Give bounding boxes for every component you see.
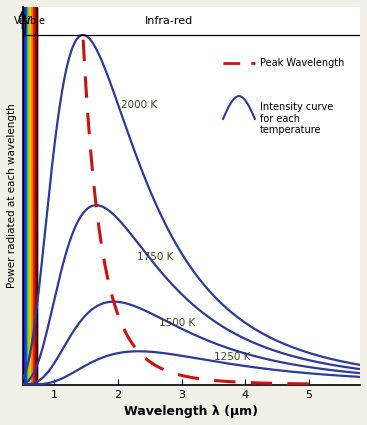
Text: Intensity curve
for each
temperature: Intensity curve for each temperature — [260, 102, 333, 136]
Text: 1250 K: 1250 K — [214, 352, 250, 363]
Text: Visible: Visible — [14, 16, 46, 26]
Y-axis label: Power radiated at each wavelength: Power radiated at each wavelength — [7, 103, 17, 288]
Bar — [22, 7, 24, 385]
Text: 2000 K: 2000 K — [121, 100, 157, 110]
Bar — [28, 7, 30, 385]
Bar — [35, 7, 36, 385]
Bar — [33, 7, 35, 385]
Bar — [27, 7, 28, 385]
Text: UV: UV — [17, 16, 31, 26]
Text: 1750 K: 1750 K — [137, 252, 174, 262]
Bar — [24, 7, 25, 385]
Text: Infra-red: Infra-red — [145, 16, 193, 26]
Text: 1500 K: 1500 K — [159, 318, 196, 329]
Bar — [32, 7, 33, 385]
Bar — [30, 7, 32, 385]
Text: Peak Wavelength: Peak Wavelength — [260, 58, 344, 68]
X-axis label: Wavelength λ (μm): Wavelength λ (μm) — [124, 405, 258, 418]
Bar — [25, 7, 27, 385]
